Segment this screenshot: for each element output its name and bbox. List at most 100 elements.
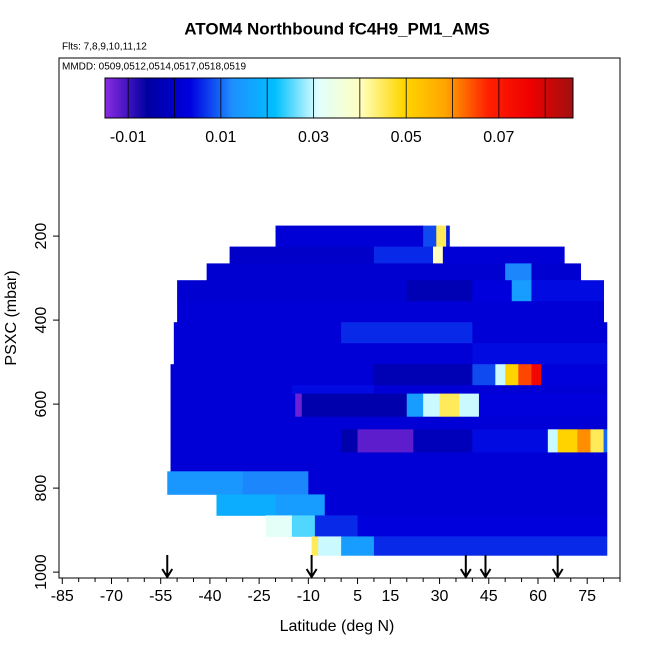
heat-cell xyxy=(242,471,309,495)
heat-cell xyxy=(170,452,608,472)
heat-cell xyxy=(177,301,604,323)
heat-cell xyxy=(511,280,532,302)
heat-cell xyxy=(423,393,440,418)
heat-cell xyxy=(275,225,424,247)
x-axis-label: Latitude (deg N) xyxy=(280,618,395,635)
x-tick-label: 45 xyxy=(480,588,498,605)
heat-cell xyxy=(590,429,604,453)
x-tick-label: 75 xyxy=(578,588,596,605)
colorbar-tick-label: 0.03 xyxy=(298,129,329,146)
heat-cell xyxy=(170,416,608,430)
heat-cell xyxy=(216,494,276,516)
heat-cell xyxy=(357,515,608,537)
heat-cell xyxy=(472,429,549,453)
y-tick-label: 600 xyxy=(33,391,50,418)
x-tick-label: -85 xyxy=(51,588,74,605)
flight-arrow xyxy=(479,555,492,579)
heat-cell xyxy=(308,471,608,495)
heat-cell xyxy=(373,385,608,395)
heat-cell xyxy=(577,429,591,453)
x-tick-label: 30 xyxy=(431,588,449,605)
x-tick-label: -10 xyxy=(297,588,320,605)
heat-cell xyxy=(505,364,519,386)
heat-cell xyxy=(495,364,506,386)
heat-cell xyxy=(505,263,532,281)
flight-arrow xyxy=(305,555,318,579)
heat-cell xyxy=(301,393,408,418)
heat-cell xyxy=(170,429,342,453)
plot-frame xyxy=(58,57,621,579)
heat-cell xyxy=(459,393,480,418)
y-axis-label: PSXC (mbar) xyxy=(3,270,20,365)
heat-cell xyxy=(373,536,608,556)
heat-cell xyxy=(357,429,414,453)
heat-cell xyxy=(557,429,578,453)
heat-cell xyxy=(373,364,473,386)
heat-cell xyxy=(265,515,293,537)
colorbar-tick-label: -0.01 xyxy=(110,129,147,146)
heat-cell xyxy=(446,225,450,247)
heat-cell xyxy=(478,393,608,418)
heat-cell xyxy=(472,364,496,386)
heat-cell xyxy=(439,393,460,418)
heat-cell xyxy=(373,246,434,264)
heat-cell xyxy=(413,429,473,453)
x-tick-label: 5 xyxy=(353,588,362,605)
heat-cell xyxy=(341,536,375,556)
heat-cell xyxy=(170,385,293,395)
y-tick-label: 200 xyxy=(33,223,50,250)
heat-cell xyxy=(518,364,532,386)
heat-cell xyxy=(547,429,559,453)
heat-cell xyxy=(324,494,608,516)
colorbar-tick-label: 0.07 xyxy=(483,129,514,146)
heat-cell xyxy=(406,280,473,302)
heat-cell xyxy=(406,393,424,418)
y-tick-label: 800 xyxy=(33,475,50,502)
heat-cell xyxy=(167,471,244,495)
heat-cell xyxy=(177,280,408,302)
chart-title: ATOM4 Northbound fC4H9_PM1_AMS xyxy=(184,19,489,38)
x-tick-label: -40 xyxy=(198,588,221,605)
y-tick-label: 400 xyxy=(33,307,50,334)
heat-cell xyxy=(423,225,437,247)
heat-cell xyxy=(170,393,296,418)
colorbar-tick-label: 0.01 xyxy=(205,129,236,146)
heat-cell xyxy=(531,280,604,302)
heat-cell xyxy=(442,246,565,264)
flight-arrow xyxy=(459,555,472,579)
x-tick-label: -55 xyxy=(149,588,172,605)
heat-cell xyxy=(173,322,342,344)
heat-cell xyxy=(341,322,473,344)
heat-cell xyxy=(531,364,542,386)
flights-note: Flts: 7,8,9,10,11,12 xyxy=(62,42,147,53)
heat-cell xyxy=(311,536,319,556)
heat-cell xyxy=(295,393,303,418)
heat-cell xyxy=(291,515,316,537)
flight-arrow xyxy=(551,555,564,579)
heat-cell xyxy=(318,536,342,556)
heat-cell xyxy=(531,263,582,281)
heat-cell xyxy=(229,246,375,264)
heat-cell xyxy=(603,429,608,453)
flight-arrow xyxy=(161,555,174,579)
heat-cell xyxy=(472,343,608,365)
x-tick-label: 15 xyxy=(381,588,399,605)
heat-cell xyxy=(314,515,358,537)
colorbar-tick-label: 0.05 xyxy=(391,129,422,146)
heat-cell xyxy=(341,429,358,453)
heat-cell xyxy=(541,364,608,386)
heat-cell xyxy=(433,246,444,264)
x-tick-label: -25 xyxy=(248,588,271,605)
y-tick-label: 1000 xyxy=(33,554,50,590)
heat-cell xyxy=(173,343,473,365)
heat-cell xyxy=(206,263,506,281)
x-tick-label: 60 xyxy=(529,588,547,605)
heat-cell xyxy=(291,385,375,395)
heat-cell xyxy=(275,494,326,516)
heat-cell xyxy=(472,280,513,302)
x-tick-label: -70 xyxy=(100,588,123,605)
dates-note: MMDD: 0509,0512,0514,0517,0518,0519 xyxy=(62,62,246,73)
heat-cell xyxy=(472,322,608,344)
heat-cell xyxy=(170,364,375,386)
